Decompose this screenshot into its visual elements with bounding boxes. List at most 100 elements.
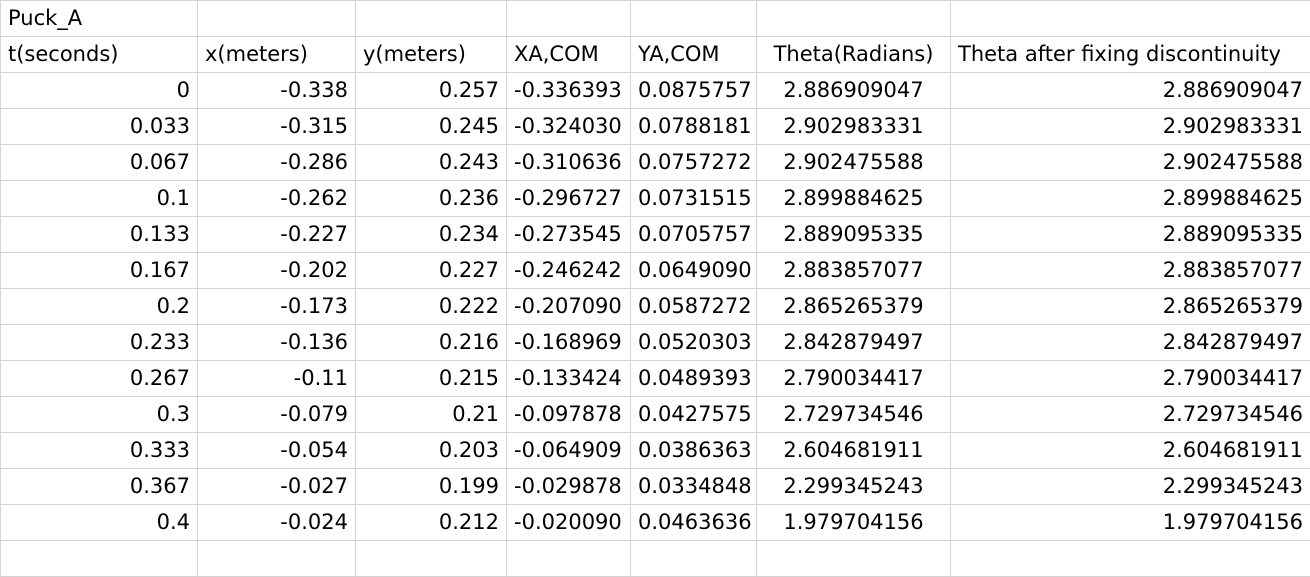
cell-theta[interactable]: 2.865265379 [757, 289, 951, 325]
cell-y[interactable]: 0.257 [356, 73, 507, 109]
cell-xa-com[interactable]: -0.246242 [507, 253, 631, 289]
empty-cell[interactable] [951, 541, 1310, 577]
cell-theta[interactable]: 2.899884625 [757, 181, 951, 217]
cell-theta-fixed[interactable]: 2.902983331 [951, 109, 1310, 145]
cell-t[interactable]: 0.333 [1, 433, 198, 469]
cell-theta[interactable]: 2.790034417 [757, 361, 951, 397]
cell-x[interactable]: -0.338 [198, 73, 356, 109]
cell-theta-fixed[interactable]: 2.865265379 [951, 289, 1310, 325]
empty-cell[interactable] [356, 1, 507, 37]
cell-t[interactable]: 0.233 [1, 325, 198, 361]
cell-theta-fixed[interactable]: 2.299345243 [951, 469, 1310, 505]
cell-y[interactable]: 0.227 [356, 253, 507, 289]
cell-xa-com[interactable]: -0.168969 [507, 325, 631, 361]
cell-xa-com[interactable]: -0.296727 [507, 181, 631, 217]
cell-theta[interactable]: 2.729734546 [757, 397, 951, 433]
cell-x[interactable]: -0.024 [198, 505, 356, 541]
cell-x[interactable]: -0.054 [198, 433, 356, 469]
header-cell-x[interactable]: x(meters) [198, 37, 356, 73]
empty-cell[interactable] [507, 1, 631, 37]
cell-theta-fixed[interactable]: 1.979704156 [951, 505, 1310, 541]
cell-ya-com[interactable]: 0.0788181 [631, 109, 757, 145]
cell-ya-com[interactable]: 0.0489393 [631, 361, 757, 397]
cell-x[interactable]: -0.079 [198, 397, 356, 433]
cell-xa-com[interactable]: -0.064909 [507, 433, 631, 469]
cell-theta[interactable]: 2.604681911 [757, 433, 951, 469]
cell-y[interactable]: 0.203 [356, 433, 507, 469]
cell-y[interactable]: 0.21 [356, 397, 507, 433]
cell-x[interactable]: -0.202 [198, 253, 356, 289]
header-cell-ya-com[interactable]: YA,COM [631, 37, 757, 73]
cell-ya-com[interactable]: 0.0649090 [631, 253, 757, 289]
header-cell-theta[interactable]: Theta(Radians) [757, 37, 951, 73]
cell-xa-com[interactable]: -0.133424 [507, 361, 631, 397]
cell-xa-com[interactable]: -0.324030 [507, 109, 631, 145]
cell-ya-com[interactable]: 0.0757272 [631, 145, 757, 181]
cell-theta[interactable]: 2.883857077 [757, 253, 951, 289]
cell-xa-com[interactable]: -0.273545 [507, 217, 631, 253]
header-cell-theta-fixed[interactable]: Theta after fixing discontinuity [951, 37, 1310, 73]
cell-x[interactable]: -0.227 [198, 217, 356, 253]
cell-t[interactable]: 0.3 [1, 397, 198, 433]
cell-x[interactable]: -0.315 [198, 109, 356, 145]
cell-t[interactable]: 0.4 [1, 505, 198, 541]
cell-x[interactable]: -0.136 [198, 325, 356, 361]
cell-y[interactable]: 0.222 [356, 289, 507, 325]
empty-cell[interactable] [631, 541, 757, 577]
cell-ya-com[interactable]: 0.0463636 [631, 505, 757, 541]
cell-theta-fixed[interactable]: 2.883857077 [951, 253, 1310, 289]
cell-y[interactable]: 0.199 [356, 469, 507, 505]
cell-t[interactable]: 0.1 [1, 181, 198, 217]
cell-theta-fixed[interactable]: 2.889095335 [951, 217, 1310, 253]
cell-xa-com[interactable]: -0.336393 [507, 73, 631, 109]
cell-t[interactable]: 0.167 [1, 253, 198, 289]
cell-y[interactable]: 0.234 [356, 217, 507, 253]
empty-cell[interactable] [951, 1, 1310, 37]
cell-y[interactable]: 0.215 [356, 361, 507, 397]
cell-y[interactable]: 0.236 [356, 181, 507, 217]
cell-theta[interactable]: 2.299345243 [757, 469, 951, 505]
cell-theta[interactable]: 2.889095335 [757, 217, 951, 253]
cell-y[interactable]: 0.212 [356, 505, 507, 541]
header-cell-y[interactable]: y(meters) [356, 37, 507, 73]
cell-theta-fixed[interactable]: 2.604681911 [951, 433, 1310, 469]
cell-ya-com[interactable]: 0.0587272 [631, 289, 757, 325]
cell-theta-fixed[interactable]: 2.886909047 [951, 73, 1310, 109]
cell-xa-com[interactable]: -0.020090 [507, 505, 631, 541]
cell-t[interactable]: 0 [1, 73, 198, 109]
cell-theta[interactable]: 2.886909047 [757, 73, 951, 109]
cell-theta-fixed[interactable]: 2.729734546 [951, 397, 1310, 433]
cell-ya-com[interactable]: 0.0520303 [631, 325, 757, 361]
cell-theta[interactable]: 2.902475588 [757, 145, 951, 181]
cell-ya-com[interactable]: 0.0705757 [631, 217, 757, 253]
cell-x[interactable]: -0.027 [198, 469, 356, 505]
cell-t[interactable]: 0.067 [1, 145, 198, 181]
cell-x[interactable]: -0.11 [198, 361, 356, 397]
cell-theta-fixed[interactable]: 2.842879497 [951, 325, 1310, 361]
cell-theta[interactable]: 2.842879497 [757, 325, 951, 361]
empty-cell[interactable] [757, 1, 951, 37]
cell-xa-com[interactable]: -0.029878 [507, 469, 631, 505]
cell-t[interactable]: 0.133 [1, 217, 198, 253]
header-cell-xa-com[interactable]: XA,COM [507, 37, 631, 73]
empty-cell[interactable] [757, 541, 951, 577]
cell-t[interactable]: 0.033 [1, 109, 198, 145]
empty-cell[interactable] [1, 541, 198, 577]
empty-cell[interactable] [356, 541, 507, 577]
cell-x[interactable]: -0.262 [198, 181, 356, 217]
cell-t[interactable]: 0.367 [1, 469, 198, 505]
cell-x[interactable]: -0.286 [198, 145, 356, 181]
empty-cell[interactable] [198, 541, 356, 577]
cell-theta-fixed[interactable]: 2.790034417 [951, 361, 1310, 397]
cell-t[interactable]: 0.267 [1, 361, 198, 397]
sheet-title-cell[interactable]: Puck_A [1, 1, 198, 37]
header-cell-t[interactable]: t(seconds) [1, 37, 198, 73]
empty-cell[interactable] [198, 1, 356, 37]
cell-t[interactable]: 0.2 [1, 289, 198, 325]
cell-xa-com[interactable]: -0.207090 [507, 289, 631, 325]
empty-cell[interactable] [507, 541, 631, 577]
cell-ya-com[interactable]: 0.0334848 [631, 469, 757, 505]
cell-ya-com[interactable]: 0.0427575 [631, 397, 757, 433]
cell-y[interactable]: 0.216 [356, 325, 507, 361]
cell-ya-com[interactable]: 0.0731515 [631, 181, 757, 217]
